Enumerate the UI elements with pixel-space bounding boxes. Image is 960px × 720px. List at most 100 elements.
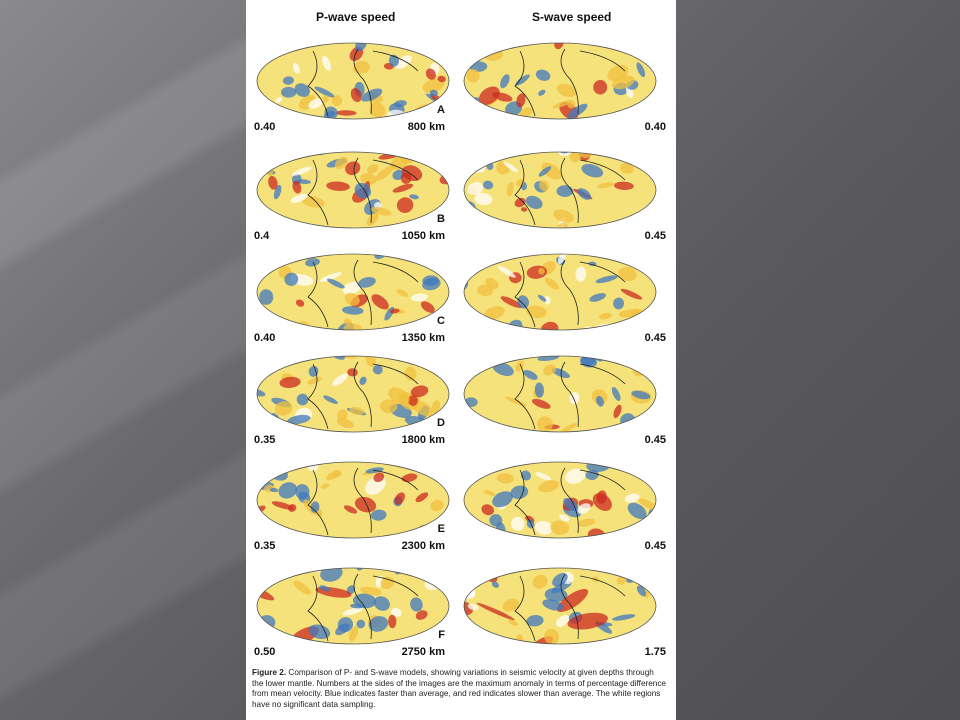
- anomaly: [632, 418, 646, 432]
- anomaly: [415, 492, 429, 503]
- row-letter: E: [437, 523, 445, 535]
- anomaly: [514, 197, 526, 208]
- anomaly: [422, 275, 440, 286]
- anomaly: [638, 498, 656, 511]
- anomaly: [483, 306, 505, 320]
- anomaly: [304, 233, 328, 255]
- anomaly: [275, 97, 283, 104]
- anomaly: [554, 43, 564, 50]
- anomaly: [349, 406, 365, 415]
- anomaly: [526, 615, 544, 627]
- anomaly: [538, 267, 545, 275]
- anomaly: [347, 368, 358, 377]
- anomaly: [306, 542, 322, 559]
- anomaly: [537, 416, 553, 432]
- anomaly: [611, 386, 621, 401]
- map-outline: [463, 461, 657, 539]
- anomaly: [612, 614, 636, 621]
- p-max-anomaly: 0.35: [254, 434, 276, 446]
- figure-panel: P-wave speed S-wave speed Figure 2. Comp…: [246, 0, 676, 720]
- depth: 2300 km: [401, 540, 445, 552]
- anomaly: [359, 376, 367, 386]
- anomaly: [467, 182, 484, 196]
- anomaly: [541, 162, 563, 180]
- row-letter: A: [437, 104, 445, 116]
- p-max-anomaly: 0.40: [254, 121, 276, 133]
- anomaly: [257, 157, 262, 162]
- anomaly: [589, 293, 606, 302]
- anomaly: [396, 197, 414, 213]
- anomaly: [526, 519, 535, 529]
- anomaly: [544, 277, 560, 290]
- anomaly: [592, 435, 614, 443]
- anomaly: [307, 343, 320, 355]
- anomaly: [361, 88, 383, 102]
- anomaly: [323, 395, 338, 404]
- anomaly: [636, 585, 647, 597]
- coastline: [514, 573, 626, 642]
- anomaly: [643, 575, 656, 589]
- anomaly: [257, 575, 268, 584]
- anomaly: [257, 43, 274, 57]
- anomaly: [598, 312, 612, 320]
- anomaly: [618, 266, 637, 282]
- row-letter: C: [437, 315, 445, 327]
- anomaly: [336, 418, 355, 429]
- anomaly: [586, 340, 602, 354]
- anomaly: [290, 356, 308, 360]
- anomaly: [482, 424, 501, 432]
- anomaly: [357, 536, 378, 553]
- coastline: [307, 467, 419, 536]
- row-letter: D: [437, 417, 445, 429]
- anomaly: [464, 600, 474, 616]
- anomaly: [279, 376, 301, 388]
- anomaly: [488, 123, 500, 134]
- anomaly: [535, 520, 553, 535]
- depth: 2750 km: [401, 646, 445, 658]
- anomaly: [585, 470, 599, 480]
- coastline: [307, 157, 419, 226]
- anomaly: [464, 626, 474, 637]
- anomaly: [388, 254, 404, 255]
- anomaly: [482, 640, 497, 644]
- anomaly: [322, 94, 329, 103]
- anomaly: [495, 154, 506, 160]
- anomaly: [323, 539, 344, 557]
- anomaly: [325, 470, 341, 481]
- anomaly: [478, 34, 496, 42]
- anomaly: [525, 195, 543, 210]
- anomaly: [613, 181, 634, 191]
- caption-text: Comparison of P- and S-wave models, show…: [252, 668, 666, 709]
- anomaly: [388, 614, 397, 629]
- anomaly: [636, 62, 646, 78]
- anomaly: [470, 123, 493, 137]
- anomaly: [380, 576, 395, 589]
- map-outline: [463, 253, 657, 331]
- anomaly: [392, 183, 414, 193]
- anomaly: [486, 445, 496, 454]
- anomaly: [284, 542, 313, 561]
- s-max-anomaly: 0.45: [644, 230, 666, 242]
- anomaly: [420, 301, 435, 313]
- anomaly: [350, 87, 362, 103]
- anomaly: [294, 83, 310, 97]
- anomaly: [483, 637, 498, 644]
- anomaly: [279, 16, 296, 33]
- anomaly: [559, 422, 578, 432]
- anomaly: [352, 60, 370, 74]
- anomaly: [359, 328, 381, 348]
- anomaly: [305, 258, 320, 267]
- depth: 800 km: [407, 121, 445, 133]
- anomaly: [467, 603, 479, 611]
- anomaly: [343, 323, 362, 330]
- anomaly: [373, 472, 385, 483]
- anomaly: [370, 206, 392, 216]
- anomaly: [569, 152, 582, 163]
- anomaly: [408, 152, 421, 158]
- anomaly: [411, 293, 428, 302]
- anomaly: [343, 318, 352, 326]
- anomaly: [413, 356, 432, 362]
- anomaly: [497, 266, 516, 278]
- map-outline: [463, 567, 657, 645]
- anomaly: [293, 544, 308, 561]
